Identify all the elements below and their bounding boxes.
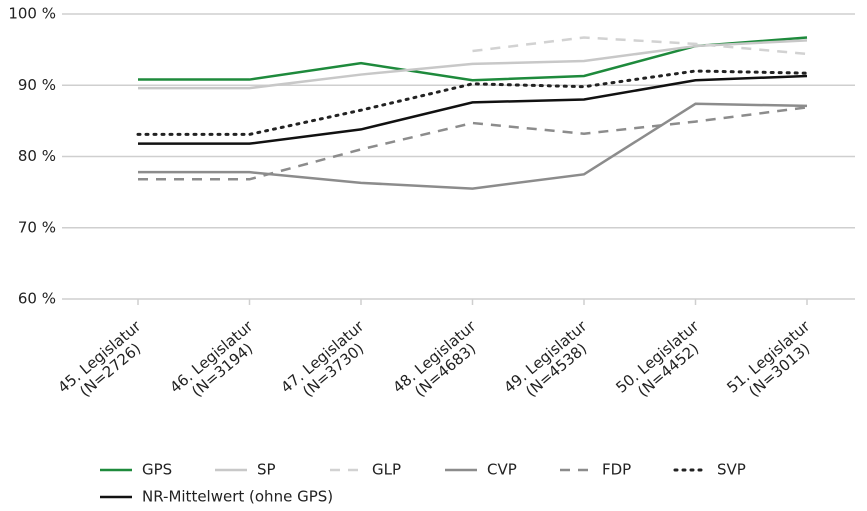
series-line bbox=[472, 36, 808, 56]
legend-label: CVP bbox=[487, 461, 517, 479]
y-tick-label: 70 % bbox=[18, 218, 56, 236]
series-line bbox=[138, 74, 808, 145]
legend-label: NR-Mittelwert (ohne GPS) bbox=[142, 488, 333, 506]
legend-label: GLP bbox=[372, 461, 401, 479]
series-line bbox=[138, 102, 808, 190]
y-tick-label: 80 % bbox=[18, 147, 56, 165]
series-line bbox=[138, 106, 808, 181]
y-tick-label: 100 % bbox=[8, 5, 56, 23]
legend-label: SVP bbox=[717, 461, 746, 479]
legend-label: SP bbox=[257, 461, 276, 479]
y-tick-label: 60 % bbox=[18, 290, 56, 308]
legend-label: FDP bbox=[602, 461, 631, 479]
series-line bbox=[138, 39, 808, 90]
y-tick-label: 90 % bbox=[18, 76, 56, 94]
legend-label: GPS bbox=[142, 461, 172, 479]
series-line bbox=[136, 69, 809, 136]
